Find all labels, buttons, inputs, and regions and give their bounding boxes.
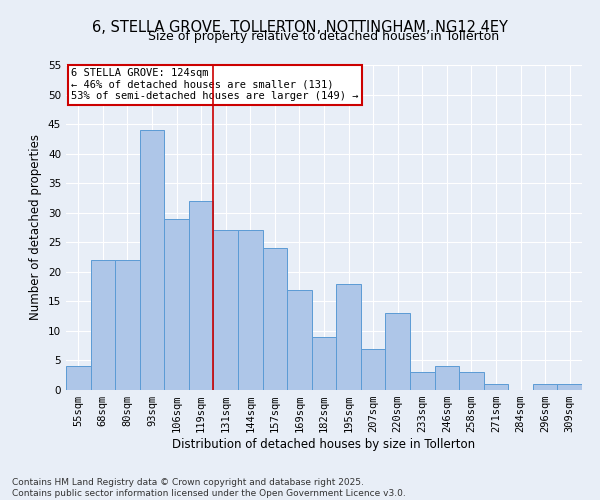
X-axis label: Distribution of detached houses by size in Tollerton: Distribution of detached houses by size … [172,438,476,451]
Bar [312,337,336,390]
Bar [434,366,459,390]
Bar [189,201,214,390]
Bar [66,366,91,390]
Text: 6 STELLA GROVE: 124sqm
← 46% of detached houses are smaller (131)
53% of semi-de: 6 STELLA GROVE: 124sqm ← 46% of detached… [71,68,359,102]
Bar [287,290,312,390]
Bar [484,384,508,390]
Bar [336,284,361,390]
Bar [115,260,140,390]
Bar [140,130,164,390]
Bar [91,260,115,390]
Bar [557,384,582,390]
Bar [214,230,238,390]
Bar [164,218,189,390]
Bar [361,348,385,390]
Title: Size of property relative to detached houses in Tollerton: Size of property relative to detached ho… [148,30,500,43]
Bar [533,384,557,390]
Bar [238,230,263,390]
Bar [459,372,484,390]
Bar [410,372,434,390]
Bar [263,248,287,390]
Text: Contains HM Land Registry data © Crown copyright and database right 2025.
Contai: Contains HM Land Registry data © Crown c… [12,478,406,498]
Y-axis label: Number of detached properties: Number of detached properties [29,134,43,320]
Bar [385,313,410,390]
Text: 6, STELLA GROVE, TOLLERTON, NOTTINGHAM, NG12 4EY: 6, STELLA GROVE, TOLLERTON, NOTTINGHAM, … [92,20,508,35]
